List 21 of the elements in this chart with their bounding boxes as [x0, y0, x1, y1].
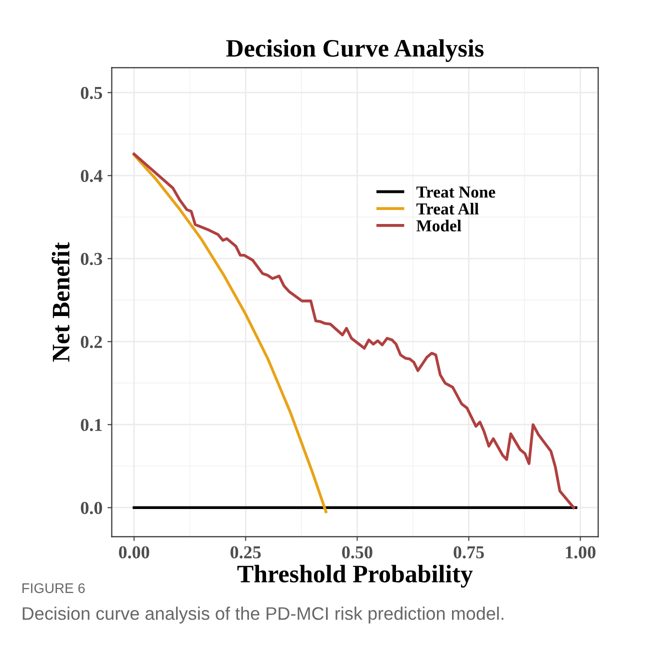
x-tick-label: 0.25 [230, 546, 261, 558]
y-tick-label: 0.4 [80, 170, 102, 182]
text: Decision curve analysis of the PD-MCI risk prediction model. [22, 606, 504, 624]
line-series [132, 152, 576, 510]
x-tick-label: 0.00 [118, 546, 150, 558]
line-series [132, 153, 328, 514]
y-tick-label: 0.5 [80, 86, 102, 100]
y-axis-title: Net Benefit [52, 242, 70, 362]
x-tick-label: 0.75 [454, 546, 484, 558]
x-tick-label: 0.50 [342, 546, 372, 558]
caption: FIGURE 6 [22, 583, 85, 594]
chart-title: Decision Curve Analysis [226, 39, 484, 62]
y-tick-label: 0.1 [80, 418, 102, 432]
x-axis-title: Threshold Probability [237, 564, 473, 588]
y-tick-label: 0.2 [80, 336, 102, 348]
legend-label: Treat All [416, 202, 479, 215]
legend-label: Treat None [416, 186, 496, 198]
y-tick-label: 0.0 [80, 502, 102, 514]
y-tick-label: 0.3 [80, 252, 102, 266]
x-tick-label: 1.00 [566, 546, 596, 558]
legend-label: Model [416, 220, 462, 232]
